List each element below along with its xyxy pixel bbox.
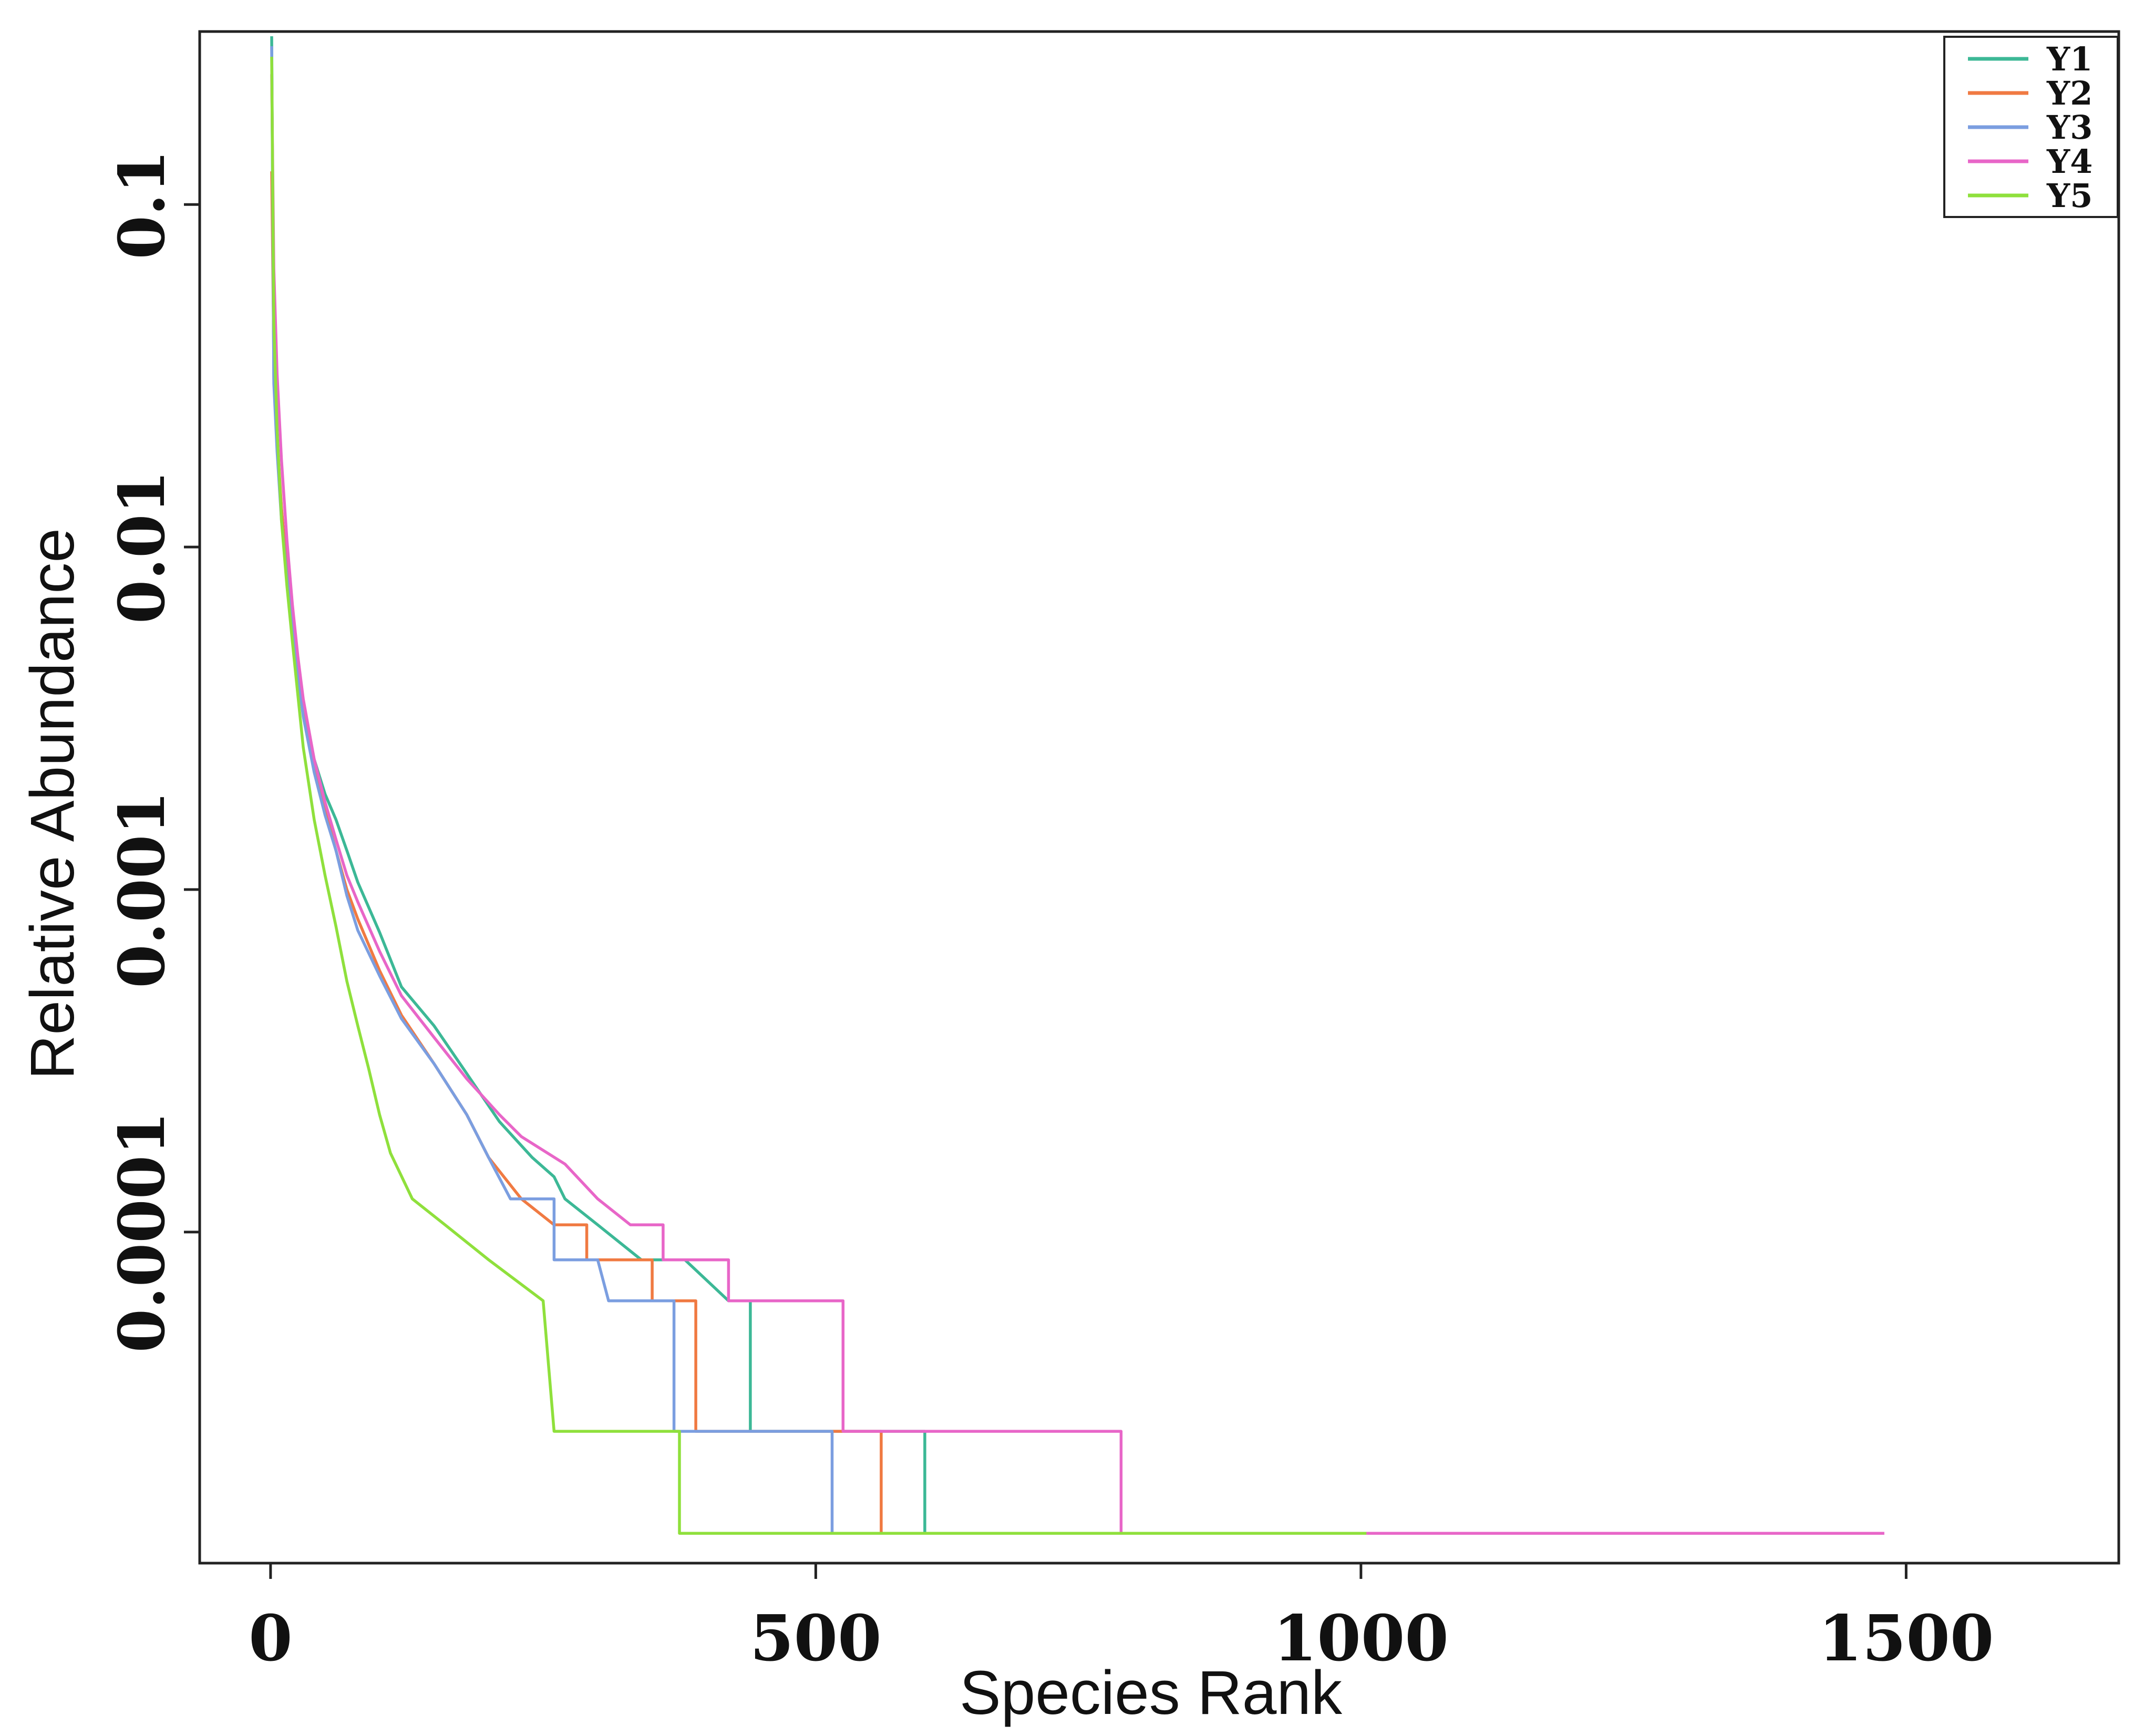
y-axis-title: Relative Abundance — [18, 528, 87, 1080]
x-axis: 0 500 1000 1500 — [249, 1563, 1994, 1676]
series-line-y2 — [270, 171, 1099, 1535]
legend-label-y1: Y1 — [2046, 40, 2092, 78]
series-line-y4 — [270, 74, 1884, 1535]
series-line-y5 — [270, 57, 1367, 1535]
x-tick-label: 1500 — [1818, 1601, 1994, 1676]
plot-frame — [198, 30, 2120, 1565]
legend-label-y2: Y2 — [2046, 74, 2092, 112]
y-tick-label: 0.001 — [105, 791, 179, 988]
y-tick-label: 0.01 — [105, 470, 179, 624]
x-tick-label: 1000 — [1273, 1601, 1449, 1676]
y-tick-label: 0.1 — [105, 150, 179, 260]
legend-label-y4: Y4 — [2046, 142, 2092, 181]
legend-label-y3: Y3 — [2046, 108, 2092, 147]
series-line-y3 — [270, 46, 1099, 1535]
series-layer — [270, 36, 1884, 1535]
series-line-y1 — [270, 36, 1099, 1535]
legend-label-y5: Y5 — [2046, 177, 2092, 215]
y-axis: 0.1 0.01 0.001 0.0001 — [105, 150, 200, 1353]
y-tick-label: 0.0001 — [105, 1111, 179, 1352]
x-tick-label: 0 — [249, 1601, 293, 1676]
x-axis-title: Species Rank — [960, 1658, 1343, 1728]
x-tick-label: 500 — [750, 1601, 882, 1676]
